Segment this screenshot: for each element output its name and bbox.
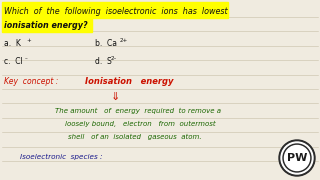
- Circle shape: [279, 140, 315, 176]
- Text: –: –: [25, 57, 28, 62]
- Text: +: +: [26, 39, 31, 44]
- Text: 2–: 2–: [111, 57, 117, 62]
- Text: ⇓: ⇓: [110, 92, 120, 102]
- Circle shape: [283, 144, 311, 172]
- Text: PW: PW: [287, 153, 307, 163]
- Text: loosely bound,   electron   from  outermost: loosely bound, electron from outermost: [65, 121, 216, 127]
- Text: Key  concept :: Key concept :: [4, 78, 58, 87]
- Text: a.  K: a. K: [4, 39, 21, 48]
- Text: 2+: 2+: [120, 39, 128, 44]
- Circle shape: [281, 142, 313, 174]
- Text: d.  S: d. S: [95, 57, 112, 66]
- Bar: [2, 18, 92, 32]
- Text: ionisation energy?: ionisation energy?: [4, 21, 88, 30]
- Text: Isoelectronic  species :: Isoelectronic species :: [20, 154, 102, 160]
- Text: shell   of an  isolated   gaseous  atom.: shell of an isolated gaseous atom.: [68, 134, 202, 140]
- Bar: [2, 2, 228, 18]
- Circle shape: [284, 145, 309, 170]
- Text: b.  Ca: b. Ca: [95, 39, 117, 48]
- Text: Which  of  the  following  isoelectronic  ions  has  lowest: Which of the following isoelectronic ion…: [4, 6, 228, 15]
- Text: The amount   of  energy  required  to remove a: The amount of energy required to remove …: [55, 108, 221, 114]
- Text: Ionisation   energy: Ionisation energy: [85, 78, 173, 87]
- Text: c.  Cl: c. Cl: [4, 57, 23, 66]
